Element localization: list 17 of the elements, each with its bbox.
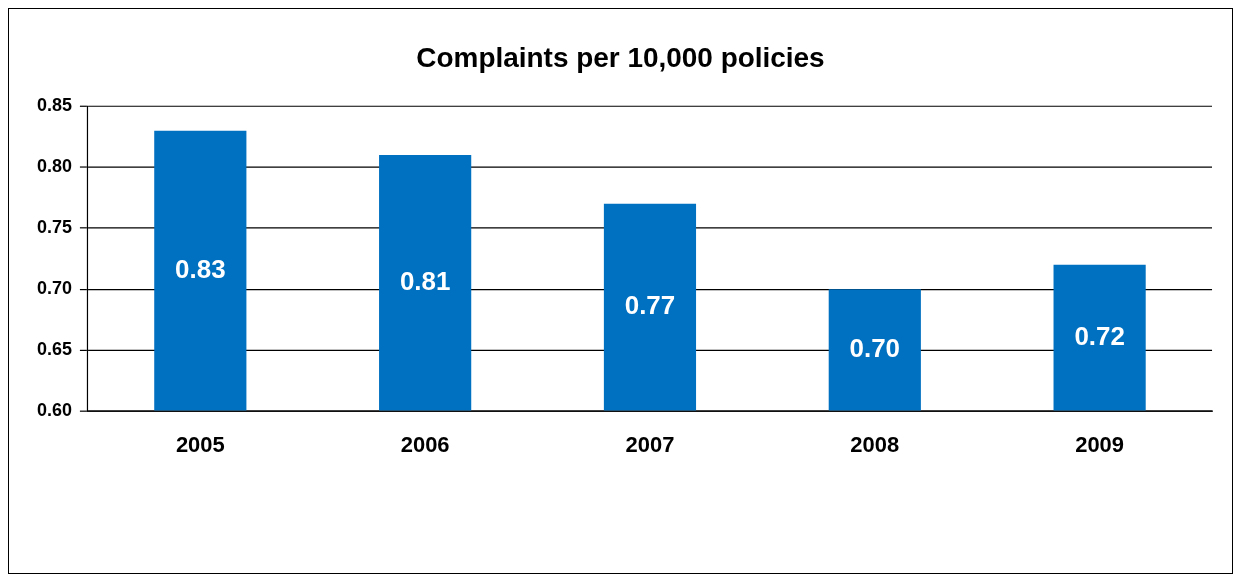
- x-tick-label: 2005: [175, 432, 225, 458]
- data-label: 0.81: [399, 266, 451, 295]
- x-tick-label: 2009: [1075, 432, 1125, 458]
- data-label: 0.70: [849, 334, 901, 363]
- chart-title: Complaints per 10,000 policies: [416, 42, 825, 74]
- y-tick-label: 0.85: [36, 95, 72, 116]
- data-label: 0.72: [1074, 321, 1125, 350]
- x-tick-label: 2008: [850, 432, 900, 458]
- x-tick-label: 2007: [625, 432, 675, 458]
- y-tick-label: 0.75: [36, 217, 72, 238]
- y-tick-label: 0.70: [36, 278, 72, 299]
- data-label: 0.77: [624, 291, 676, 320]
- y-tick-label: 0.65: [36, 339, 72, 360]
- data-label: 0.83: [175, 254, 226, 283]
- y-tick-label: 0.80: [36, 156, 72, 177]
- y-tick-label: 0.60: [36, 400, 72, 421]
- x-tick-label: 2006: [400, 432, 450, 458]
